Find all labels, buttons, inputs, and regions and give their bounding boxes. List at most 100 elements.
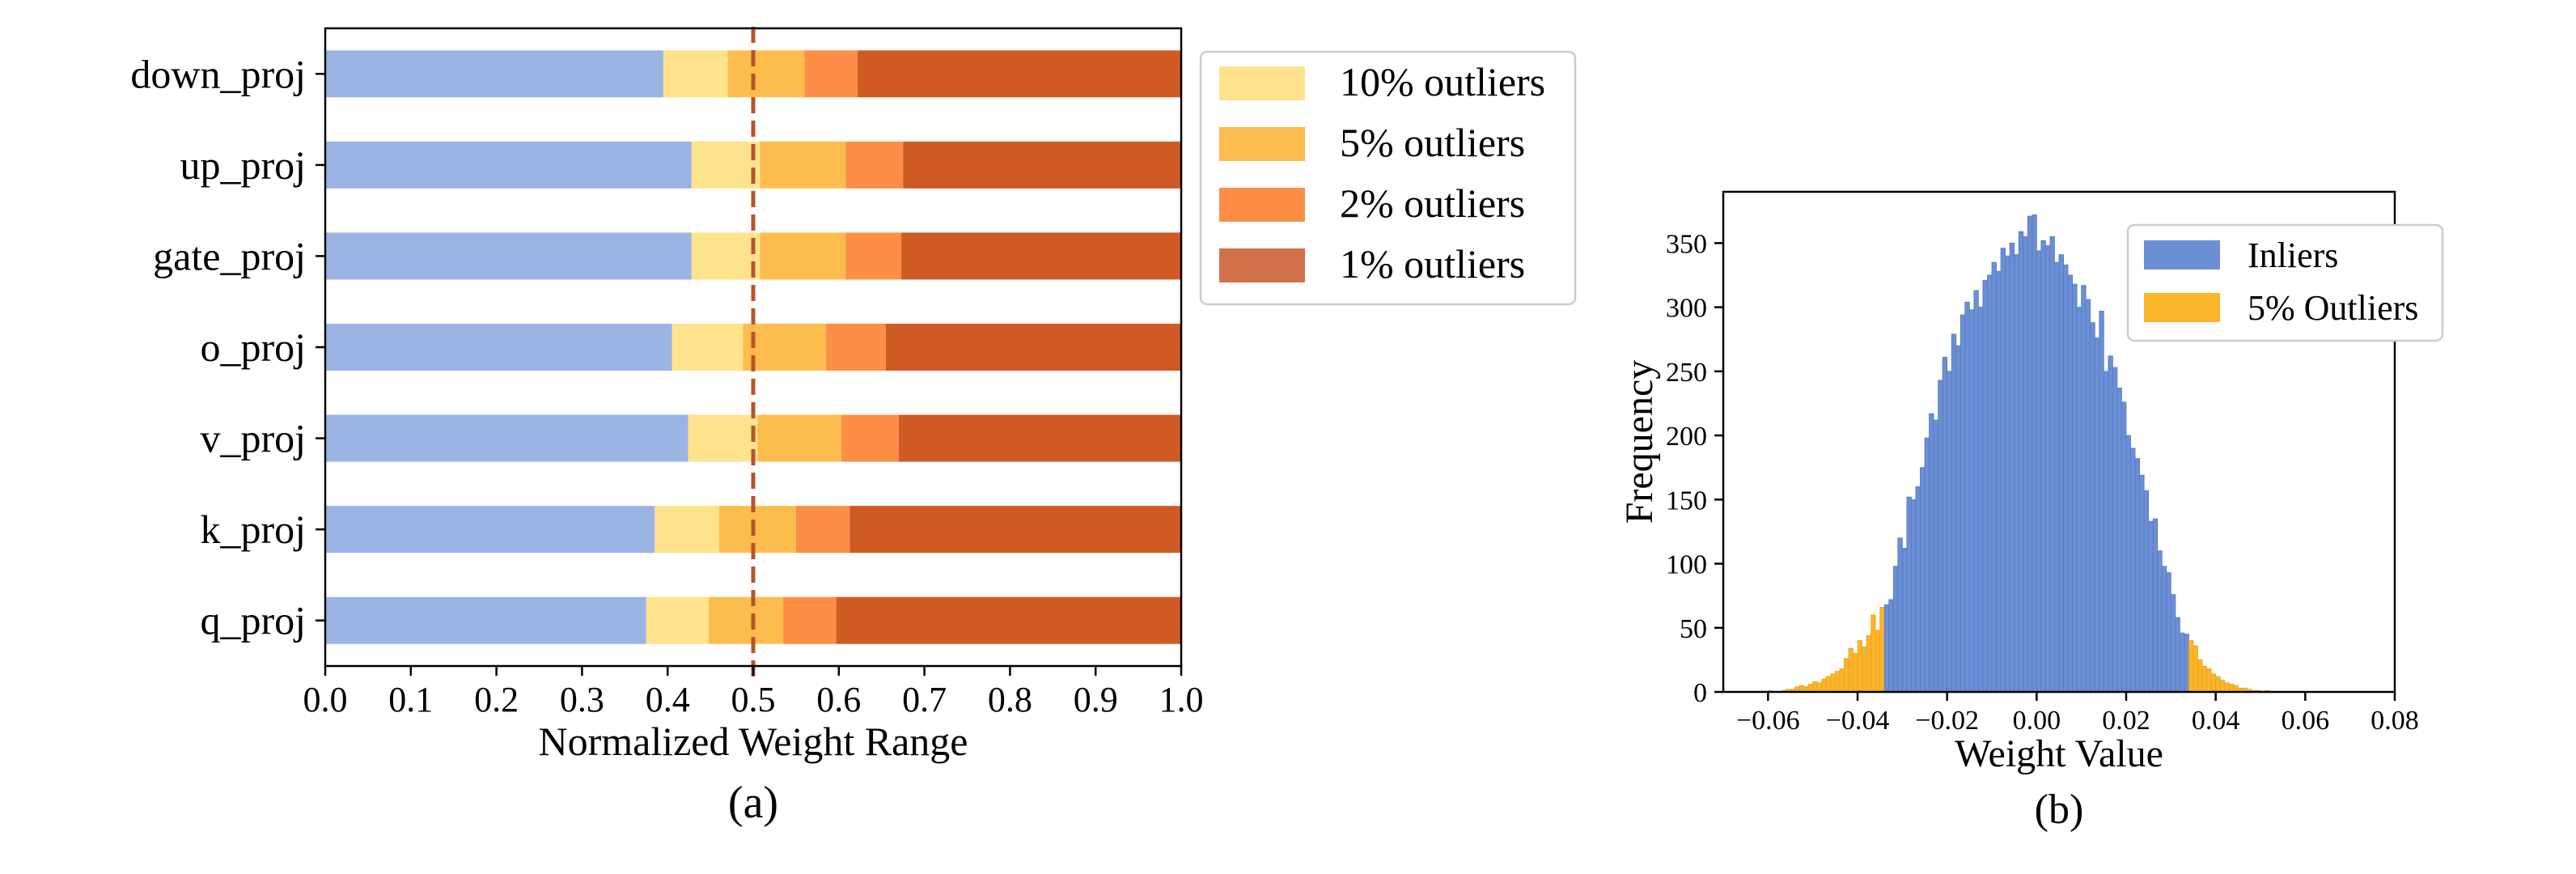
histogram-bar-inlier <box>2081 285 2087 693</box>
xtick-label: 1.0 <box>1159 680 1204 719</box>
bar-segment-k_proj-3 <box>795 506 850 554</box>
histogram-bar-inlier <box>1933 419 1938 693</box>
xtick-label: −0.04 <box>1826 706 1890 736</box>
panel-b-y-axis-title: Frequency <box>1618 360 1661 524</box>
category-label-q_proj: q_proj <box>200 598 306 643</box>
xtick-label: 0.02 <box>2102 706 2150 736</box>
panel-b-legend: Inliers 5% Outliers <box>2126 223 2444 342</box>
histogram-bar-inlier <box>2112 367 2118 693</box>
histogram-bar-outlier <box>2197 659 2203 693</box>
bar-segment-o_proj-3 <box>825 324 886 371</box>
histogram-bar-outlier <box>1816 682 1823 693</box>
category-label-o_proj: o_proj <box>200 325 306 370</box>
histogram-bar-outlier <box>1862 647 1867 693</box>
histogram-bar-outlier <box>1848 647 1854 693</box>
histogram-bar-inlier <box>2076 307 2082 693</box>
histogram-bar-inlier <box>2103 371 2109 693</box>
histogram-bar-inlier <box>2116 388 2122 693</box>
histogram-bar-inlier <box>1973 290 1979 693</box>
legend-swatch-5pct <box>1219 127 1305 161</box>
histogram-bar-inlier <box>2085 299 2091 693</box>
bar-segment-gate_proj-1 <box>691 232 761 280</box>
histogram-bar-inlier <box>1964 301 1970 693</box>
histogram-bar-outlier <box>2219 680 2226 693</box>
histogram-bar-outlier <box>1871 614 1876 693</box>
bar-segment-v_proj-4 <box>898 414 1181 462</box>
histogram-bar-inlier <box>1955 345 1961 693</box>
histogram-bar-inlier <box>2072 283 2078 693</box>
histogram-bar-inlier <box>2090 322 2095 693</box>
histogram-bar-outlier <box>1807 684 1814 693</box>
histogram-bar-inlier <box>2054 261 2060 693</box>
panel-b-x-axis-title: Weight Value <box>1955 732 2163 775</box>
histogram-bar-inlier <box>2018 231 2024 693</box>
bar-segment-down_proj-3 <box>804 50 858 98</box>
xtick-label: 0.6 <box>816 680 861 719</box>
histogram-bar-inlier <box>1947 371 1952 693</box>
legend-swatch-1pct <box>1219 248 1305 282</box>
histogram-bar-inlier <box>1897 537 1903 693</box>
ytick-label: 100 <box>1666 550 1707 580</box>
ytick-label: 300 <box>1666 294 1707 324</box>
legend-swatch-outliers <box>2144 293 2220 322</box>
histogram-bar-inlier <box>2108 355 2113 693</box>
bar-segment-o_proj-1 <box>672 324 744 371</box>
legend-label-1pct: 1% outliers <box>1340 241 1525 286</box>
histogram-bar-inlier <box>1915 486 1921 693</box>
bar-segment-v_proj-3 <box>841 414 899 462</box>
bar-segment-gate_proj-4 <box>901 232 1181 280</box>
panel-b-y-ticks: 0 50 100 150 200 250 300 350 <box>1666 229 1723 708</box>
panel-a-x-axis-title: Normalized Weight Range <box>538 719 968 764</box>
ytick-label: 50 <box>1680 614 1707 644</box>
histogram-bar-outlier <box>1839 668 1845 693</box>
histogram-bar-inlier <box>2184 634 2189 693</box>
histogram-bar-inlier <box>2170 594 2176 693</box>
xtick-label: 0.8 <box>988 680 1032 719</box>
histogram-bar-outlier <box>2201 665 2207 693</box>
bar-segment-q_proj-3 <box>783 596 837 644</box>
category-label-k_proj: k_proj <box>200 507 306 552</box>
histogram-bar-outlier <box>1834 671 1841 693</box>
category-label-v_proj: v_proj <box>200 416 306 461</box>
bar-segment-o_proj-2 <box>743 324 826 371</box>
bar-segment-down_proj-2 <box>727 50 805 98</box>
bar-segment-down_proj-1 <box>663 50 728 98</box>
histogram-bar-outlier <box>1821 678 1827 693</box>
panel-a-caption: (a) <box>728 778 778 828</box>
xtick-label: 0.5 <box>731 680 776 719</box>
xtick-label: 0.00 <box>2013 706 2061 736</box>
bar-segment-v_proj-0 <box>325 414 688 462</box>
bar-segment-gate_proj-2 <box>760 232 846 280</box>
histogram-bar-inlier <box>2049 236 2055 693</box>
xtick-label: 0.08 <box>2371 706 2419 736</box>
bar-segment-up_proj-3 <box>845 141 904 189</box>
histogram-bar-inlier <box>1910 499 1917 693</box>
panel-b-histogram: −0.06 −0.04 −0.02 0.00 0.02 0.04 0.06 0.08 0 50 1… <box>1618 190 2444 833</box>
histogram-bar-outlier <box>1866 634 1871 693</box>
ytick-label: 250 <box>1666 358 1707 388</box>
bar-segment-q_proj-2 <box>708 596 784 644</box>
histogram-bar-inlier <box>2040 240 2046 693</box>
histogram-bar-inlier <box>2000 248 2006 693</box>
bar-segment-gate_proj-3 <box>845 232 902 280</box>
xtick-label: 0.04 <box>2192 706 2240 736</box>
histogram-bar-inlier <box>1991 261 1997 693</box>
histogram-bar-inlier <box>2005 255 2010 693</box>
histogram-bar-inlier <box>2023 236 2028 693</box>
bar-segment-gate_proj-0 <box>325 232 692 280</box>
legend-swatch-10pct <box>1219 66 1305 100</box>
bar-segment-k_proj-1 <box>655 506 719 554</box>
histogram-bar-inlier <box>1901 548 1908 693</box>
bar-segment-k_proj-2 <box>718 506 796 554</box>
bar-segment-k_proj-0 <box>325 506 655 554</box>
ytick-label: 350 <box>1666 229 1707 259</box>
histogram-bar-outlier <box>2210 673 2217 693</box>
ytick-label: 200 <box>1666 422 1707 452</box>
histogram-bar-inlier <box>1883 604 1890 693</box>
panel-b-caption: (b) <box>2035 787 2084 833</box>
bar-segment-up_proj-0 <box>325 141 692 189</box>
histogram-bar-inlier <box>2044 245 2051 693</box>
category-label-gate_proj: gate_proj <box>153 233 306 278</box>
histogram-bar-outlier <box>2224 682 2230 693</box>
xtick-label: 0.0 <box>303 680 348 719</box>
